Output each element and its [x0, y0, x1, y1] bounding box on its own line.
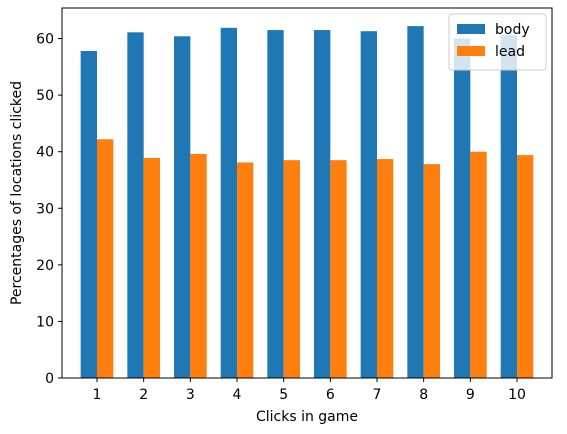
bar-lead-10: [517, 155, 534, 378]
bar-body-6: [314, 30, 331, 379]
y-axis-label: Percentages of locations clicked: [9, 81, 25, 305]
bar-lead-3: [190, 153, 207, 378]
y-axis-ticks: 0 10 20 30 40 50 60: [36, 32, 62, 387]
bar-body-9: [454, 38, 471, 379]
x-tick-label: 3: [186, 387, 195, 403]
x-tick-label: 9: [466, 387, 475, 403]
bar-lead-9: [470, 151, 487, 378]
x-tick-label: 7: [373, 387, 382, 403]
legend-label-lead: lead: [495, 44, 525, 60]
y-tick-label: 40: [36, 145, 54, 161]
x-tick-label: 10: [508, 387, 526, 403]
bar-body-1: [80, 50, 97, 378]
y-tick-label: 50: [36, 88, 54, 104]
legend-swatch-lead: [457, 46, 485, 56]
bar-body-10: [500, 35, 517, 378]
y-tick-label: 30: [36, 201, 54, 217]
legend: body lead: [448, 13, 547, 71]
x-axis-ticks: 1 2 3 4 5 6 7 8 9 10: [93, 378, 526, 403]
y-tick-label: 0: [45, 371, 54, 387]
x-tick-label: 2: [139, 387, 148, 403]
x-tick-label: 4: [233, 387, 242, 403]
x-tick-label: 1: [93, 387, 102, 403]
bars-group: [80, 26, 534, 379]
bar-lead-1: [97, 139, 114, 378]
bar-body-8: [407, 26, 424, 379]
bar-body-4: [220, 27, 237, 379]
legend-swatch-body: [457, 24, 485, 34]
bar-body-7: [360, 31, 377, 379]
x-tick-label: 8: [419, 387, 428, 403]
x-tick-label: 6: [326, 387, 335, 403]
bar-lead-7: [377, 159, 394, 378]
y-tick-label: 10: [36, 314, 54, 330]
bar-lead-2: [143, 157, 160, 378]
bar-lead-6: [330, 160, 347, 378]
bar-lead-8: [423, 164, 440, 378]
y-tick-label: 60: [36, 32, 54, 48]
plot-frame: [61, 7, 553, 379]
x-tick-label: 5: [279, 387, 288, 403]
bar-body-3: [174, 36, 191, 378]
bar-lead-4: [237, 162, 254, 378]
legend-label-body: body: [495, 22, 530, 38]
y-tick-label: 20: [36, 258, 54, 274]
x-axis-label: Clicks in game: [256, 409, 358, 425]
bar-lead-5: [283, 160, 300, 378]
bar-body-2: [127, 32, 144, 379]
bar-body-5: [267, 30, 284, 379]
